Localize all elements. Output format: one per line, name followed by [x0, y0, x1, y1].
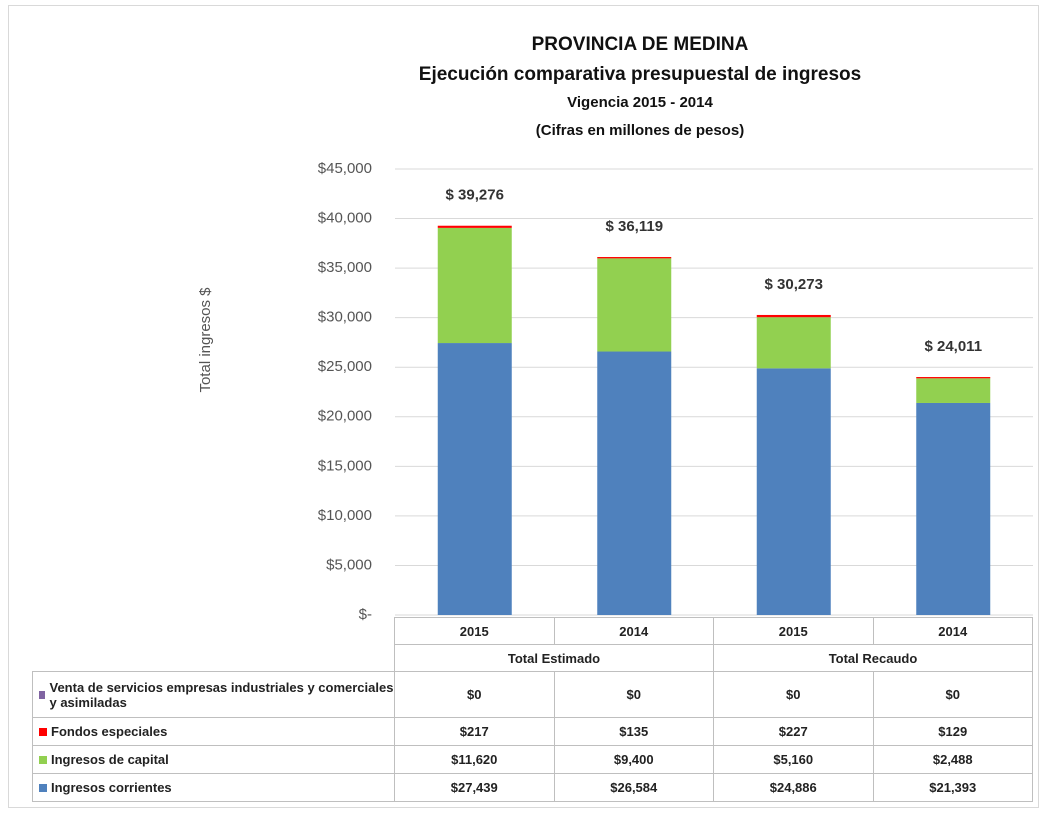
- value-cell: $24,886: [713, 773, 874, 802]
- y-tick-label: $45,000: [318, 160, 372, 177]
- y-tick-label: $15,000: [318, 457, 372, 474]
- legend-cell: Venta de servicios empresas industriales…: [32, 671, 395, 718]
- cell-text: $2,488: [932, 752, 973, 767]
- total-label: $ 36,119: [605, 218, 663, 235]
- cell-text: $227: [778, 724, 808, 739]
- bar-segment: [437, 227, 512, 344]
- cell-text: $0: [626, 687, 641, 702]
- chart-title: PROVINCIA DE MEDINA: [532, 34, 749, 55]
- chart-frame: [8, 5, 1039, 808]
- legend-swatch: [39, 690, 46, 699]
- chart-subtitle: (Cifras en millones de pesos): [536, 122, 744, 139]
- cell-text: Total Recaudo: [828, 650, 918, 666]
- value-cell: $11,620: [394, 745, 555, 774]
- total-label: $ 24,011: [924, 338, 982, 355]
- value-cell: $217: [394, 717, 555, 746]
- bar-segment: [437, 343, 512, 615]
- value-cell: $0: [394, 671, 555, 718]
- legend-cell: Ingresos de capital: [32, 745, 395, 774]
- group-cell: Total Recaudo: [713, 644, 1033, 672]
- value-cell: $129: [872, 717, 1033, 746]
- cell-text: $129: [938, 724, 968, 739]
- value-cell: $2,488: [872, 745, 1033, 774]
- cell-text: $9,400: [613, 752, 654, 767]
- cell-text: 2015: [459, 623, 489, 639]
- bar-segment: [597, 351, 672, 615]
- value-cell: $135: [553, 717, 714, 746]
- y-tick-label: $10,000: [318, 507, 372, 524]
- bar-segment: [916, 402, 991, 615]
- chart-subtitle: Ejecución comparativa presupuestal de in…: [419, 64, 861, 85]
- bar-segment: [916, 377, 991, 379]
- cell-text: Fondos especiales: [51, 724, 168, 739]
- value-cell: $0: [713, 671, 874, 718]
- category-cell: 2014: [553, 617, 714, 645]
- value-cell: $227: [713, 717, 874, 746]
- y-tick-label: $40,000: [318, 210, 372, 227]
- cell-text: $21,393: [929, 780, 977, 795]
- cell-text: $11,620: [451, 752, 498, 767]
- value-cell: $26,584: [553, 773, 714, 802]
- cell-text: $0: [786, 687, 801, 702]
- cell-text: $24,886: [769, 780, 817, 795]
- cell-text: 2015: [778, 623, 808, 639]
- legend-swatch: [39, 727, 47, 736]
- legend-cell: Fondos especiales: [32, 717, 395, 746]
- group-cell: Total Estimado: [394, 644, 714, 672]
- legend-swatch: [39, 755, 47, 764]
- cell-text: Venta de servicios empresas industriales…: [49, 679, 394, 710]
- cell-text: Total Estimado: [507, 650, 601, 666]
- value-cell: $0: [553, 671, 714, 718]
- y-tick-label: $-: [359, 606, 372, 623]
- bar-segment: [597, 257, 672, 259]
- category-cell: 2014: [872, 617, 1033, 645]
- category-cell: 2015: [713, 617, 874, 645]
- cell-text: $217: [459, 724, 489, 739]
- y-tick-label: $25,000: [318, 358, 372, 375]
- cell-text: $26,584: [610, 780, 658, 795]
- cell-text: 2014: [619, 623, 649, 639]
- bar-segment: [597, 258, 672, 352]
- bar-segment: [916, 378, 991, 403]
- y-tick-label: $35,000: [318, 259, 372, 276]
- y-tick-label: $20,000: [318, 408, 372, 425]
- bar-segment: [756, 368, 831, 615]
- y-tick-label: $5,000: [326, 556, 372, 573]
- y-axis-title: Total ingresos $: [197, 287, 214, 393]
- value-cell: $21,393: [872, 773, 1033, 802]
- legend-swatch: [39, 783, 47, 792]
- chart-subtitle: Vigencia 2015 - 2014: [567, 94, 713, 111]
- legend-cell: Ingresos corrientes: [32, 773, 395, 802]
- cell-text: $135: [619, 724, 649, 739]
- value-cell: $0: [872, 671, 1033, 718]
- total-label: $ 30,273: [765, 276, 823, 293]
- cell-text: 2014: [938, 623, 968, 639]
- bar-segment: [756, 314, 831, 318]
- y-tick-label: $30,000: [318, 309, 372, 326]
- cell-text: $5,160: [773, 752, 814, 767]
- cell-text: $27,439: [450, 780, 498, 795]
- value-cell: $27,439: [394, 773, 555, 802]
- cell-text: $0: [467, 687, 482, 702]
- total-label: $ 39,276: [446, 187, 504, 204]
- bar-segment: [437, 225, 512, 228]
- cell-text: $0: [945, 687, 960, 702]
- value-cell: $9,400: [553, 745, 714, 774]
- cell-text: Ingresos corrientes: [51, 780, 172, 795]
- bar-segment: [756, 317, 831, 369]
- cell-text: Ingresos de capital: [51, 752, 169, 767]
- value-cell: $5,160: [713, 745, 874, 774]
- category-cell: 2015: [394, 617, 555, 645]
